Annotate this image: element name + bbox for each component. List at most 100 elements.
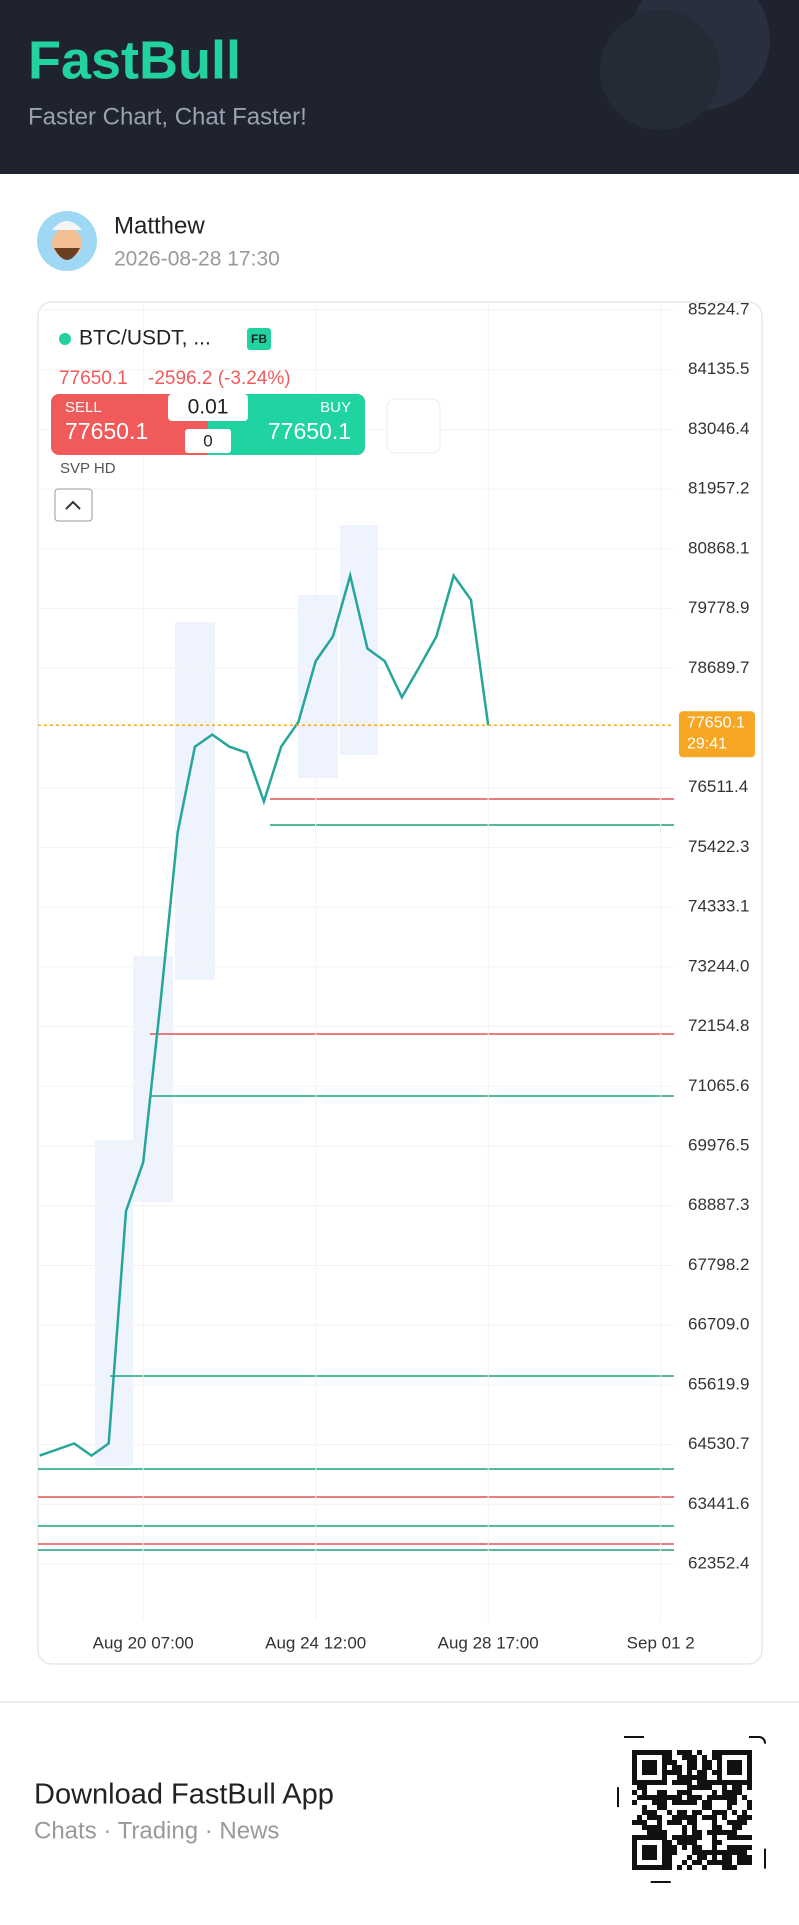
price-tag xyxy=(679,711,755,758)
qr-module xyxy=(662,1805,667,1810)
qr-module xyxy=(707,1800,712,1805)
qr-module xyxy=(742,1815,747,1820)
qr-module xyxy=(707,1830,712,1835)
qr-module xyxy=(682,1780,687,1785)
qr-module xyxy=(722,1815,727,1820)
qr-module xyxy=(722,1850,727,1855)
qr-module xyxy=(677,1865,682,1870)
qr-module xyxy=(732,1785,737,1790)
qr-module xyxy=(702,1850,707,1855)
qr-module xyxy=(692,1785,697,1790)
qr-module xyxy=(657,1825,662,1830)
qr-module xyxy=(717,1830,722,1835)
qr-module xyxy=(682,1790,687,1795)
collapse-button[interactable] xyxy=(54,488,93,522)
qr-module xyxy=(667,1865,672,1870)
qr-module xyxy=(687,1815,692,1820)
brand-title: FastBull xyxy=(28,30,241,90)
qr-module xyxy=(672,1850,677,1855)
qr-module xyxy=(727,1865,732,1870)
indicator: SVP HD xyxy=(60,460,116,477)
qr-module xyxy=(692,1775,697,1780)
qr-module xyxy=(707,1785,712,1790)
qr-module xyxy=(697,1775,702,1780)
qr-module xyxy=(707,1850,712,1855)
qr-module xyxy=(727,1805,732,1810)
qr-module xyxy=(707,1795,712,1800)
qr-module xyxy=(742,1845,747,1850)
qr-module xyxy=(677,1840,682,1845)
qr-module xyxy=(717,1810,722,1815)
qr-module xyxy=(742,1860,747,1865)
qr-module xyxy=(727,1800,732,1805)
y-tick-label: 64530.7 xyxy=(688,1434,749,1453)
qr-module xyxy=(697,1860,702,1865)
qr-module xyxy=(727,1820,732,1825)
qr-module xyxy=(712,1810,717,1815)
qr-module xyxy=(687,1865,692,1870)
qr-module xyxy=(697,1750,702,1755)
lot-box[interactable] xyxy=(168,394,248,421)
y-tick-label: 62352.4 xyxy=(688,1553,749,1572)
lot: 0.01 xyxy=(188,396,229,419)
qr-module xyxy=(727,1860,732,1865)
y-tick-label: 72154.8 xyxy=(688,1016,749,1035)
qr-module xyxy=(732,1820,737,1825)
x-tick-label: Aug 28 17:00 xyxy=(438,1633,539,1652)
post-time: 2026-08-28 17:30 xyxy=(114,248,280,271)
qr-module xyxy=(682,1810,687,1815)
qr-finder xyxy=(642,1760,657,1775)
qr-module xyxy=(742,1835,747,1840)
qr-module xyxy=(687,1790,692,1795)
qr-module xyxy=(737,1815,742,1820)
qr-module xyxy=(702,1855,707,1860)
last-price: 77650.1 xyxy=(59,368,128,389)
x-tick-label: Aug 20 07:00 xyxy=(93,1633,194,1652)
qr-module xyxy=(732,1850,737,1855)
qr-module xyxy=(737,1785,742,1790)
qr-module xyxy=(677,1765,682,1770)
qr-module xyxy=(662,1790,667,1795)
author: Matthew xyxy=(114,212,205,239)
qr-module xyxy=(702,1765,707,1770)
qr-module xyxy=(707,1805,712,1810)
volume-profile xyxy=(175,622,215,980)
blank-button[interactable] xyxy=(386,398,441,454)
qr-module xyxy=(727,1845,732,1850)
qr-module xyxy=(722,1790,727,1795)
qr-module xyxy=(667,1840,672,1845)
price-tag-value: 77650.1 xyxy=(687,715,745,732)
symbol: BTC/USDT, ... xyxy=(79,327,211,350)
qr-module xyxy=(727,1790,732,1795)
qr-module xyxy=(667,1850,672,1855)
volume-profile xyxy=(298,595,338,778)
qr-module xyxy=(687,1760,692,1765)
qr-module xyxy=(682,1755,687,1760)
y-tick-label: 84135.5 xyxy=(688,359,749,378)
qr-module xyxy=(712,1845,717,1850)
qr-module xyxy=(642,1820,647,1825)
y-tick-label: 80868.1 xyxy=(688,538,749,557)
y-tick-label: 73244.0 xyxy=(688,956,749,975)
levels xyxy=(38,798,674,1551)
qr-module xyxy=(732,1825,737,1830)
qr-module xyxy=(682,1825,687,1830)
qr-module xyxy=(687,1780,692,1785)
qr-module xyxy=(672,1770,677,1775)
qr-module xyxy=(687,1755,692,1760)
qr-module xyxy=(702,1755,707,1760)
qty-box[interactable] xyxy=(185,429,231,453)
qr-module xyxy=(732,1830,737,1835)
qr-module xyxy=(657,1790,662,1795)
qr-module xyxy=(692,1850,697,1855)
buy-price: 77650.1 xyxy=(268,418,351,444)
qr-module xyxy=(682,1860,687,1865)
qr-module xyxy=(702,1775,707,1780)
qr-module xyxy=(712,1815,717,1820)
qr-module xyxy=(737,1860,742,1865)
qr-module xyxy=(677,1790,682,1795)
qr-module xyxy=(652,1815,657,1820)
qr-module xyxy=(642,1825,647,1830)
